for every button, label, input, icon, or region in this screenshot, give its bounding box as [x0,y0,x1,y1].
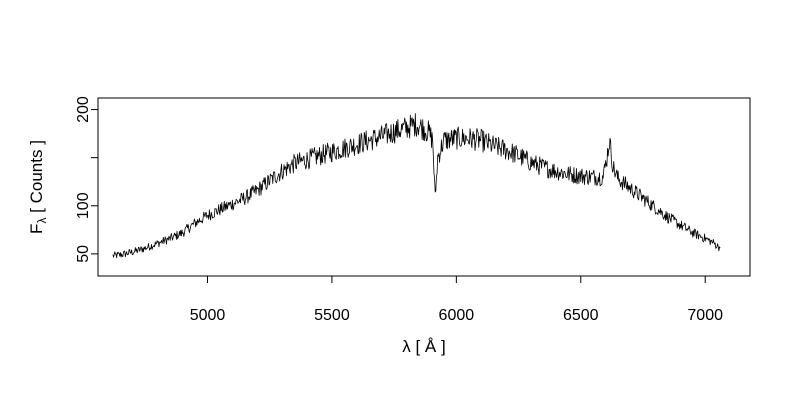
y-axis-label: Fλ [ Counts ] [27,140,49,234]
y-axis-label-rest: [ Counts ] [27,140,46,217]
y-tick-label-200: 200 [75,96,92,123]
spectrum-line [112,113,721,259]
x-tick-label-5500: 5500 [314,307,350,324]
plot-frame [97,97,751,277]
y-tick-label-50: 50 [75,245,92,263]
x-tick-label-6500: 6500 [563,307,599,324]
x-tick-label-7000: 7000 [687,307,723,324]
x-axis-label: λ [ Å ] [402,337,445,356]
y-axis-label-subscript: λ [35,218,49,224]
y-tick-label-100: 100 [75,192,92,219]
x-tick-label-6000: 6000 [439,307,475,324]
y-axis: 50 100 200 [75,96,98,263]
x-tick-label-5000: 5000 [190,307,226,324]
plot-area [112,113,721,259]
x-axis: 5000 5500 6000 6500 7000 [190,276,723,324]
y-axis-label-main: F [27,224,46,234]
